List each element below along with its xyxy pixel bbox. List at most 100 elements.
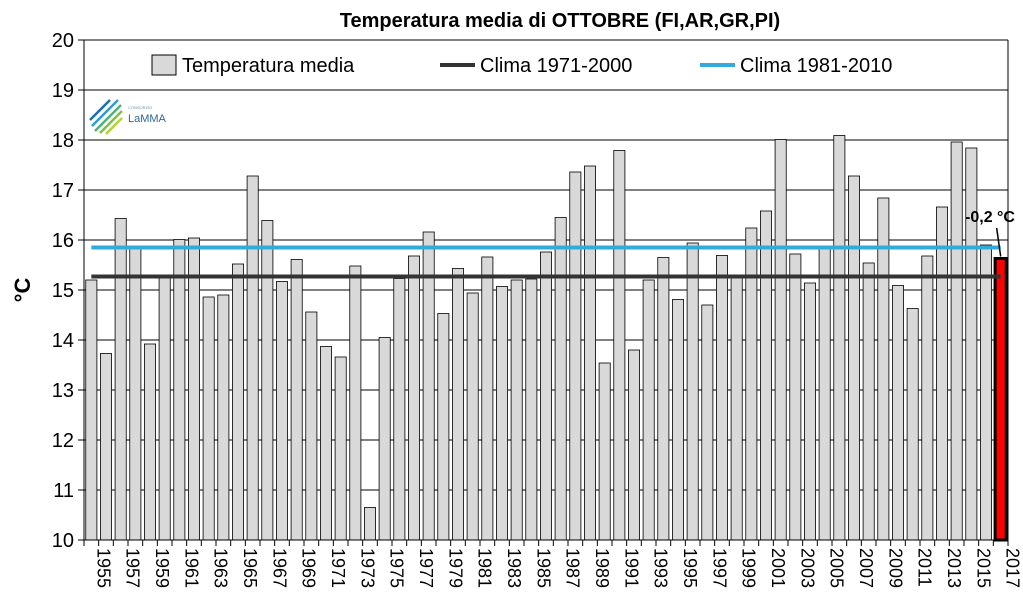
x-tick-label: 2011	[915, 548, 935, 587]
bar-2015	[965, 147, 978, 541]
x-tick-label: 2009	[885, 548, 905, 588]
x-tick-label: 1969	[299, 548, 319, 588]
bar-1963	[202, 296, 215, 541]
bar-1957	[114, 218, 127, 541]
bar-1982	[481, 256, 494, 541]
bar-1976	[393, 278, 406, 541]
y-axis: 10 11 12 13 14 15 16 17 18 19 20	[52, 30, 1009, 552]
bar-2014	[950, 141, 963, 541]
bar-1958	[129, 247, 142, 541]
y-tick-label: 19	[52, 80, 74, 102]
bar-2002	[774, 139, 787, 541]
x-tick-label: 1997	[709, 548, 729, 588]
x-tick-label: 1985	[533, 548, 553, 588]
x-tick-label: 1983	[504, 548, 524, 588]
annotation-label: -0,2 °C	[965, 209, 1015, 226]
bar-2005	[818, 245, 831, 541]
bar-1979	[437, 313, 450, 541]
y-tick-label: 20	[52, 30, 74, 52]
bar-1983	[496, 286, 508, 541]
x-tick-label: 2015	[973, 548, 993, 588]
bar-1993	[642, 279, 655, 541]
bar-2010	[892, 285, 904, 541]
y-tick-label: 15	[52, 280, 74, 302]
legend-label-clima-1981-2010: Clima 1981-2010	[740, 55, 892, 77]
bar-1980	[452, 268, 464, 541]
bar-1961	[173, 239, 186, 541]
x-tick-label: 1973	[357, 548, 377, 588]
bar-1994	[657, 257, 670, 541]
bar-2007	[848, 175, 860, 541]
x-tick-label: 2007	[856, 548, 876, 588]
x-tick-label: 2005	[827, 548, 847, 588]
x-tick-label: 1999	[739, 548, 759, 588]
bar-1998	[716, 255, 728, 541]
x-tick-label: 2017	[1003, 548, 1023, 588]
x-tick-label: 1967	[269, 548, 289, 588]
bar-1986	[540, 251, 552, 541]
x-tick-label: 1957	[123, 548, 143, 588]
x-tick-label: 1987	[563, 548, 583, 588]
x-tick-label: 1989	[592, 548, 612, 588]
bar-1955	[85, 279, 98, 541]
bar-2012	[921, 255, 934, 541]
y-tick-label: 17	[52, 180, 74, 202]
x-tick-label: 1961	[181, 548, 201, 588]
bar-1981	[466, 292, 479, 541]
x-tick-label: 1993	[651, 548, 671, 588]
legend: Temperatura media Clima 1971-2000 Clima …	[151, 54, 892, 77]
bar-2004	[804, 282, 816, 541]
y-tick-label: 16	[52, 230, 74, 252]
x-tick-label: 2013	[944, 548, 964, 588]
y-tick-label: 12	[52, 430, 74, 452]
bar-1974	[364, 507, 376, 541]
bar-1995	[672, 299, 684, 541]
bar-1990	[598, 362, 611, 541]
x-tick-label: 1981	[475, 548, 495, 588]
bar-2003	[789, 253, 802, 541]
bar-2016	[980, 244, 992, 541]
x-tick-label: 1991	[621, 548, 641, 588]
x-axis: 1955 1957 1959 1961 1963 1965 1967 1969 1971 1973…	[83, 539, 1023, 588]
x-tick-label: 1955	[93, 548, 113, 588]
annotation-pointer	[995, 227, 1002, 257]
bar-1997	[701, 304, 714, 541]
lamma-logo: CONSORZIO LaMMA	[89, 99, 167, 135]
bar-2008	[862, 262, 875, 541]
bar-2001	[760, 210, 772, 541]
bar-1962	[188, 237, 200, 541]
y-tick-label: 18	[52, 130, 74, 152]
bar-1970	[305, 311, 318, 541]
x-tick-label: 1975	[387, 548, 407, 588]
bar-2013	[936, 206, 948, 541]
x-tick-label: 2001	[768, 548, 788, 588]
bar-1965	[232, 263, 244, 541]
annotation-group: -0,2 °C	[965, 209, 1015, 257]
bar-1989	[584, 165, 596, 541]
x-tick-label: 1971	[328, 548, 348, 588]
y-tick-label: 10	[52, 530, 74, 552]
x-tick-label: 1977	[416, 548, 436, 588]
legend-label-clima-1971-2000: Clima 1971-2000	[480, 55, 632, 77]
bar-1968	[276, 281, 288, 541]
climate-lines	[91, 245, 1001, 279]
lamma-logo-small-text: CONSORZIO	[128, 105, 152, 110]
bar-1956	[100, 353, 112, 541]
bar-1991	[613, 150, 626, 541]
lamma-logo-text: LaMMA	[128, 113, 167, 125]
y-tick-label: 11	[53, 480, 74, 502]
bar-1996	[686, 242, 699, 541]
bar-2006	[833, 135, 846, 541]
bar-1959	[144, 343, 156, 541]
bar-1992	[628, 349, 640, 541]
bar-1966	[246, 175, 259, 541]
bars	[85, 135, 1008, 542]
x-tick-label: 1963	[211, 548, 231, 588]
y-tick-label: 14	[52, 330, 74, 352]
y-axis-label: °C	[10, 278, 35, 303]
chart-title: Temperatura media di OTTOBRE (FI,AR,GR,P…	[340, 10, 780, 32]
bar-1967	[261, 220, 274, 541]
bar-1987	[554, 217, 567, 541]
x-tick-label: 2003	[797, 548, 817, 588]
